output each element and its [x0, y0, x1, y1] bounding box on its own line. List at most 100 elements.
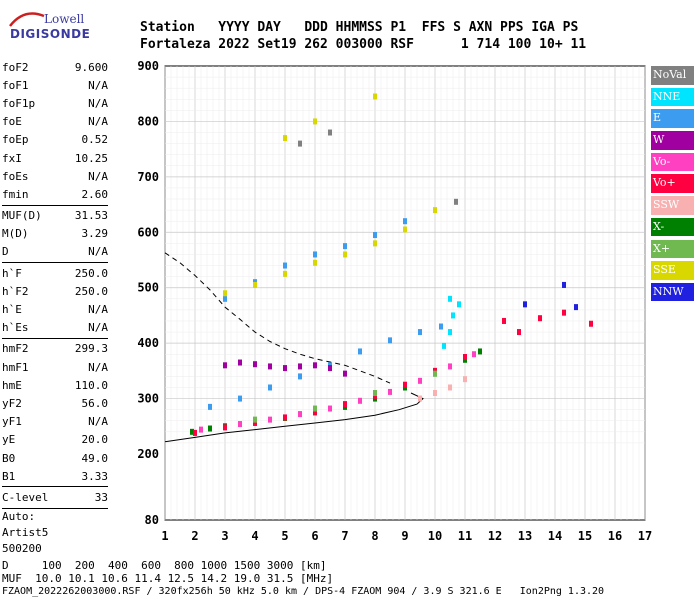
- data-point: [388, 337, 392, 344]
- param-row: fxI 10.25: [2, 149, 108, 167]
- param-value: N/A: [88, 303, 108, 317]
- param-value: 56.0: [81, 396, 109, 410]
- data-point: [328, 129, 332, 136]
- data-point: [313, 118, 317, 125]
- data-point: [343, 370, 347, 377]
- param-name: h`F: [2, 266, 22, 280]
- param-name: foF1p: [2, 96, 36, 110]
- legend-item: Vo+: [651, 174, 694, 193]
- param-row: h`F2 250.0: [2, 282, 108, 300]
- x-tick-label: 17: [638, 529, 652, 543]
- data-point: [223, 295, 227, 302]
- data-point: [418, 329, 422, 336]
- data-point: [463, 376, 467, 383]
- data-point: [562, 309, 566, 316]
- x-tick-label: 6: [311, 529, 318, 543]
- param-value: 49.0: [81, 451, 109, 465]
- param-value: 20.0: [81, 433, 109, 447]
- param-name: D: [2, 245, 9, 259]
- logo-line1: Lowell: [44, 12, 85, 26]
- param-value: 3.33: [81, 469, 109, 483]
- x-tick-label: 1: [161, 529, 168, 543]
- lowell-digisonde-logo: Lowell DIGISONDE: [8, 8, 91, 44]
- data-point: [298, 140, 302, 147]
- data-point: [433, 390, 437, 397]
- legend-item: NoVal: [651, 66, 694, 85]
- param-value: N/A: [88, 96, 108, 110]
- virtual-height-trace: [164, 392, 424, 443]
- data-point: [313, 405, 317, 412]
- param-row: foE N/A: [2, 113, 108, 131]
- param-value: 3.29: [81, 227, 109, 241]
- data-point: [298, 411, 302, 418]
- data-point: [313, 362, 317, 369]
- data-point: [253, 416, 257, 423]
- param-row: foF2 9.600: [2, 58, 108, 76]
- param-value: 299.3: [74, 342, 108, 356]
- data-point: [193, 429, 197, 436]
- data-point: [253, 419, 257, 426]
- param-value: N/A: [88, 245, 108, 259]
- data-point: [223, 290, 227, 297]
- x-tick-label: 2: [191, 529, 198, 543]
- data-point: [433, 370, 437, 377]
- data-point: [589, 320, 593, 327]
- param-value: N/A: [88, 78, 108, 92]
- data-point: [433, 207, 437, 214]
- param-row: hmF1 N/A: [2, 358, 108, 376]
- param-name: yF1: [2, 415, 22, 429]
- param-name: foE: [2, 115, 22, 129]
- x-tick-label: 14: [548, 529, 562, 543]
- data-point: [268, 363, 272, 370]
- data-point: [328, 365, 332, 372]
- param-value: 33: [94, 490, 108, 504]
- param-value: 31.53: [74, 209, 108, 223]
- x-tick-label: 9: [401, 529, 408, 543]
- data-point: [454, 198, 458, 205]
- data-point: [253, 361, 257, 368]
- param-name: foF1: [2, 78, 29, 92]
- divider: [2, 262, 108, 264]
- data-point: [478, 348, 482, 355]
- data-point: [283, 365, 287, 372]
- legend-item: SSE: [651, 261, 694, 280]
- param-name: hmE: [2, 378, 22, 392]
- y-tick-label: 400: [137, 336, 159, 350]
- param-row: M(D) 3.29: [2, 225, 108, 243]
- param-row: h`E N/A: [2, 300, 108, 318]
- param-row: foEs N/A: [2, 167, 108, 185]
- data-point: [283, 262, 287, 269]
- data-point: [298, 363, 302, 370]
- x-tick-label: 3: [221, 529, 228, 543]
- data-point: [298, 373, 302, 380]
- data-point: [418, 395, 422, 402]
- param-row: hmE 110.0: [2, 376, 108, 394]
- data-point: [451, 312, 455, 319]
- data-point: [358, 348, 362, 355]
- data-point: [253, 281, 257, 288]
- y-tick-label: 300: [137, 392, 159, 406]
- legend-item: NNW: [651, 282, 694, 302]
- legend: NoVal NNE E W Vo- Vo+ SSW X- X+ SSE NNW: [651, 66, 694, 305]
- data-point: [343, 401, 347, 408]
- logo-line2: DIGISONDE: [10, 27, 91, 41]
- data-point: [448, 363, 452, 370]
- param-value: 110.0: [74, 378, 108, 392]
- param-row: h`Es N/A: [2, 319, 108, 337]
- param-value: N/A: [88, 169, 108, 183]
- auto-text: Artist5: [2, 525, 49, 539]
- y-tick-label: 800: [137, 114, 159, 128]
- param-name: yE: [2, 433, 16, 447]
- param-value: N/A: [88, 415, 108, 429]
- param-value: N/A: [88, 321, 108, 335]
- data-point: [457, 301, 461, 308]
- legend-item: NNE: [651, 87, 694, 107]
- data-point: [313, 408, 317, 415]
- data-point: [343, 251, 347, 258]
- param-name: foEs: [2, 169, 29, 183]
- data-point: [238, 395, 242, 402]
- param-name: foF2: [2, 60, 29, 74]
- legend-item: Vo-: [651, 152, 694, 172]
- param-name: h`E: [2, 303, 22, 317]
- data-point: [373, 93, 377, 100]
